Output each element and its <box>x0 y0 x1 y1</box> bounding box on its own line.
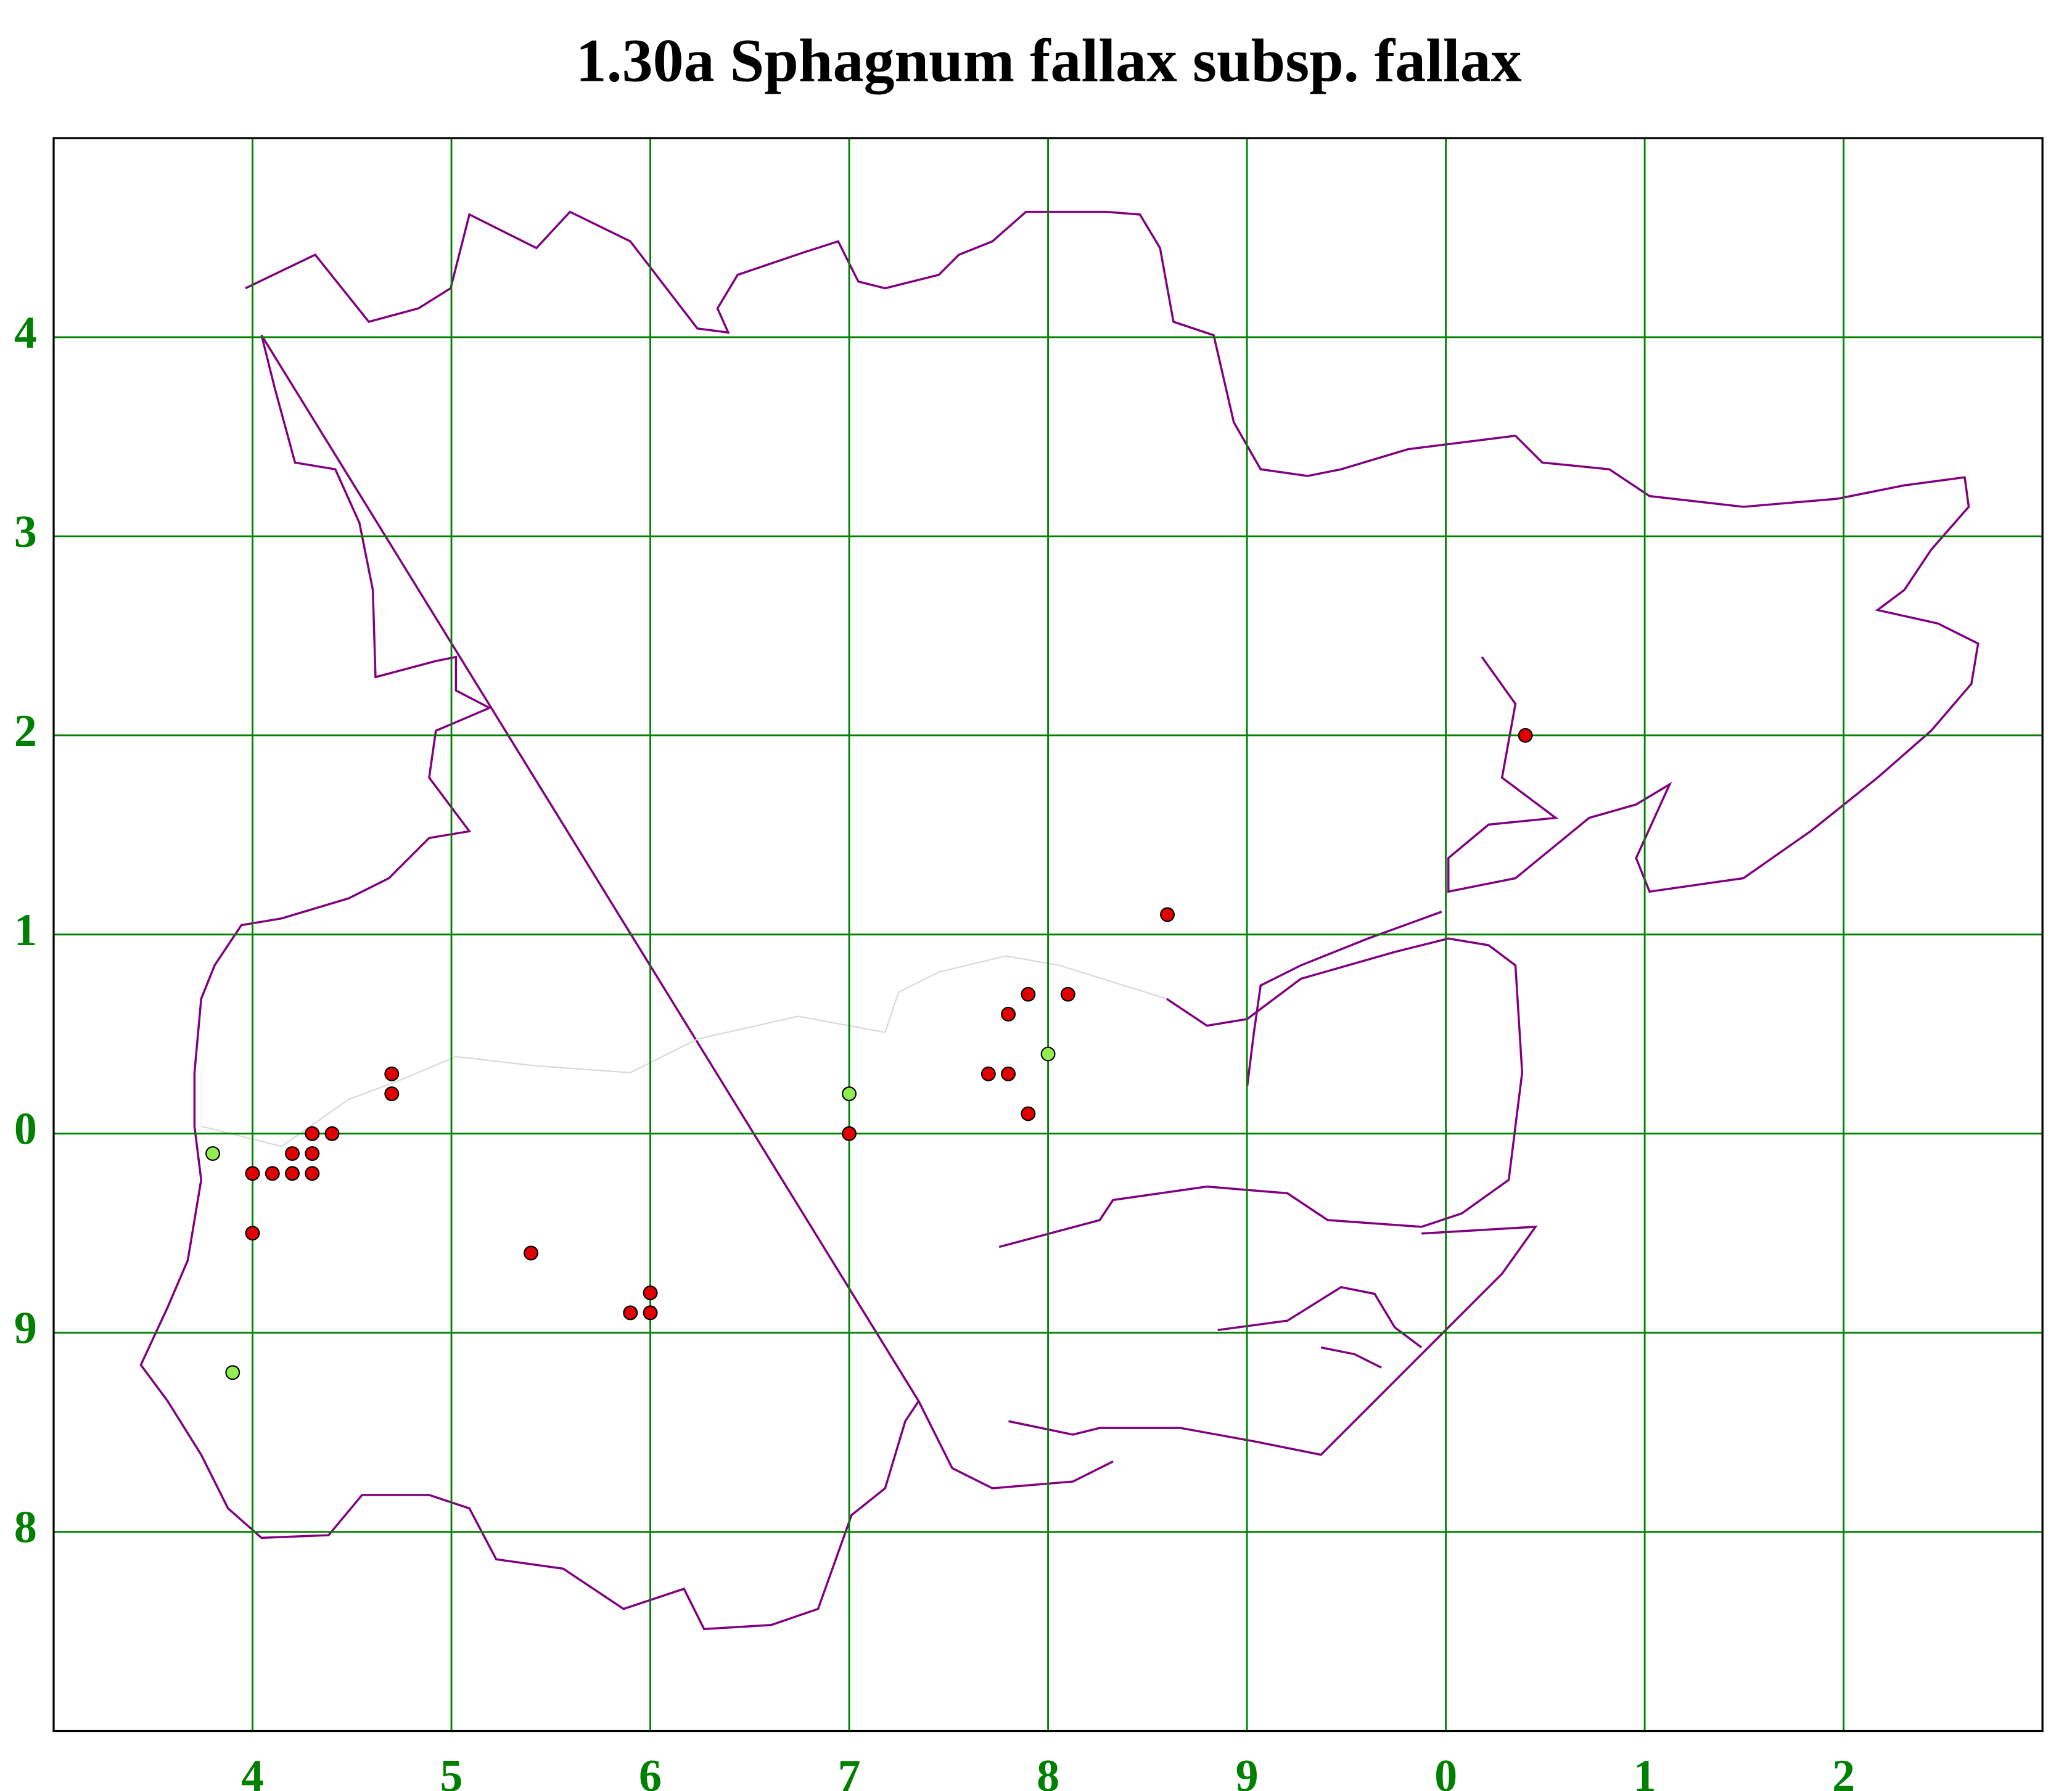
record-dot <box>1001 1066 1016 1081</box>
record-dot <box>980 1066 996 1081</box>
x-tick-label: 0 <box>1434 1750 1457 1791</box>
x-tick-label: 8 <box>1037 1750 1059 1791</box>
record-dot <box>1021 986 1036 1002</box>
record-dot <box>623 1305 638 1321</box>
record-dot <box>643 1305 658 1321</box>
record-dot <box>1021 1106 1036 1121</box>
y-tick-label: 8 <box>14 1502 37 1552</box>
record-dot <box>1518 727 1533 743</box>
coast-estuary <box>1246 911 1442 1086</box>
map-title: 1.30a Sphagnum fallax subsp. fallax <box>576 27 1522 95</box>
x-tick-label: 4 <box>241 1750 264 1791</box>
y-tick-label: 1 <box>14 904 37 955</box>
county-outline <box>139 210 1980 1631</box>
x-tick-label: 5 <box>440 1750 463 1791</box>
record-dot <box>842 1086 857 1102</box>
x-tick-label: 2 <box>1832 1750 1855 1791</box>
record-dot <box>305 1126 320 1141</box>
y-tick-label: 4 <box>14 307 37 358</box>
record-dot <box>265 1166 280 1181</box>
record-dot <box>205 1146 220 1161</box>
y-tick-label: 0 <box>14 1104 37 1154</box>
record-dot <box>1160 907 1175 922</box>
y-tick-label: 9 <box>14 1303 37 1353</box>
x-tick-label: 1 <box>1634 1750 1656 1791</box>
record-dot <box>285 1146 300 1161</box>
record-dot <box>384 1066 400 1081</box>
county-border <box>200 955 1167 1147</box>
record-dot <box>285 1166 300 1181</box>
record-dot <box>643 1285 658 1301</box>
record-dot <box>305 1166 320 1181</box>
coast-medway <box>1217 1285 1423 1369</box>
y-tick-label: 2 <box>14 705 37 756</box>
record-dot <box>245 1166 260 1181</box>
record-dot <box>1060 986 1075 1002</box>
x-tick-label: 9 <box>1236 1750 1259 1791</box>
record-dot <box>245 1226 260 1241</box>
record-dot <box>524 1245 539 1261</box>
map-frame <box>52 137 2044 1732</box>
y-tick-label: 3 <box>14 506 37 557</box>
record-dot <box>324 1126 340 1141</box>
record-dot <box>384 1086 400 1102</box>
record-dot <box>842 1126 857 1141</box>
record-dot <box>305 1146 320 1161</box>
coast-kent <box>918 937 1538 1490</box>
coast-south-west <box>139 334 920 1631</box>
x-tick-label: 7 <box>838 1750 861 1791</box>
record-dot <box>225 1365 240 1380</box>
record-dot <box>1040 1046 1056 1062</box>
coast-north <box>245 210 1980 893</box>
x-tick-label: 6 <box>639 1750 662 1791</box>
record-dot <box>1001 1007 1016 1022</box>
